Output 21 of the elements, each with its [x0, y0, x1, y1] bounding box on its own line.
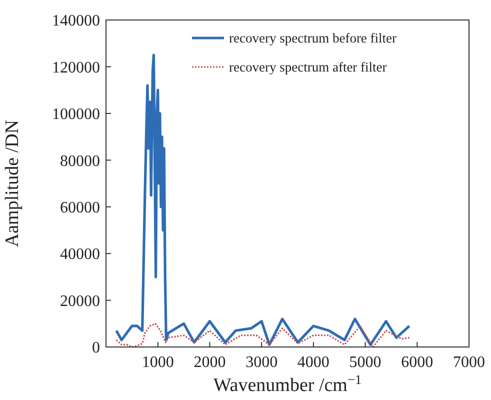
legend-label: recovery spectrum after filter — [229, 60, 388, 75]
y-tick-label: 80000 — [60, 152, 100, 170]
y-tick-label: 40000 — [60, 246, 100, 264]
y-axis-title: Aamplitude /DN — [2, 120, 23, 248]
x-tick-label: 1000 — [142, 354, 174, 371]
y-tick-label: 120000 — [52, 59, 100, 76]
line-series — [115, 54, 411, 346]
x-tick-label: 4000 — [297, 354, 330, 371]
y-tick-label: 140000 — [52, 12, 100, 30]
y-tick-label: 100000 — [52, 106, 100, 124]
y-tick-label: 0 — [92, 340, 100, 357]
x-axis-title: Wavenumber /cm$^{−1}$ — [213, 372, 362, 396]
y-tick-label: 20000 — [60, 292, 100, 310]
x-tick-label: 7000 — [453, 354, 485, 371]
x-tick-label: 6000 — [401, 354, 434, 371]
x-tick-label: 5000 — [349, 354, 382, 371]
x-tick-label: 2000 — [194, 354, 226, 371]
line-series — [116, 322, 410, 348]
y-tick-label: 60000 — [60, 199, 100, 216]
x-tick-label: 3000 — [246, 354, 278, 371]
legend-label: recovery spectrum before filter — [229, 30, 398, 46]
